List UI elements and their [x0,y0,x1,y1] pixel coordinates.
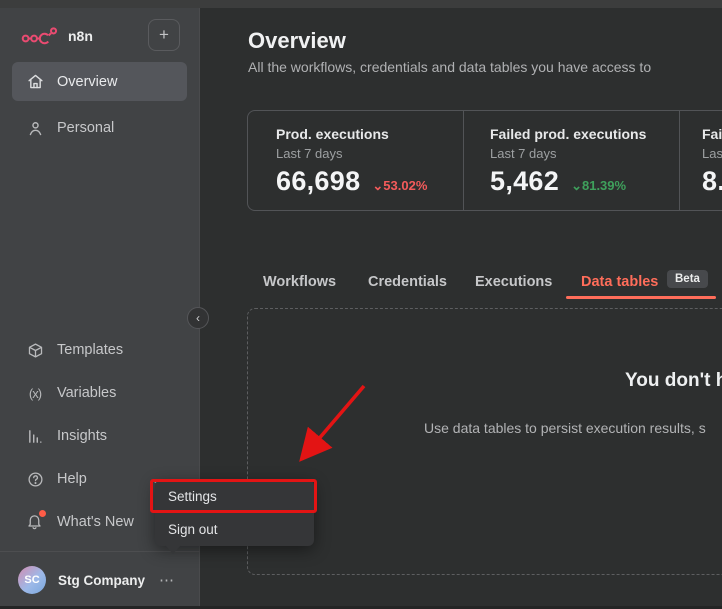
logo-text: n8n [68,28,93,44]
page-subtitle: All the workflows, credentials and data … [248,59,652,75]
stat-card-failed-executions: Failed prod. executions Last 7 days 5,46… [463,111,679,210]
bar-chart-icon [26,427,44,445]
tab-data-tables[interactable]: Data tables [581,274,659,290]
tab-workflows[interactable]: Workflows [263,274,337,290]
beta-badge: Beta [667,270,708,288]
stat-title: Fail [702,126,722,142]
chevron-down-icon: ⌄ [571,178,582,193]
sidebar-item-templates[interactable]: Templates [0,336,200,364]
sidebar-item-label: Personal [57,120,115,136]
avatar[interactable]: SC [18,566,46,594]
sidebar-item-personal[interactable]: Personal [0,114,200,142]
stat-delta-negative: ⌄53.02% [372,178,428,193]
stat-card-failure-rate: Fail Last 8. [679,111,722,210]
stat-period: Last 7 days [490,146,557,161]
sidebar-item-label: Overview [57,73,118,90]
variable-icon: (x) [28,385,42,401]
workspace-context-menu: Settings Sign out [155,480,314,554]
add-workflow-button[interactable]: + [148,19,180,51]
tab-credentials[interactable]: Credentials [368,274,447,290]
sidebar-item-label: Insights [57,428,107,444]
workspace-row: SC Stg Company ⋯ [0,560,200,600]
stat-card-prod-executions: Prod. executions Last 7 days 66,698 ⌄53.… [248,111,463,210]
stat-title: Prod. executions [276,126,389,142]
menu-caret [165,545,181,554]
empty-state-panel [247,308,722,575]
notification-dot [39,510,46,517]
sidebar: n8n + Overview Personal [0,8,200,606]
sidebar-item-overview[interactable]: Overview [12,62,187,101]
bell-icon [26,510,46,531]
logo-row: n8n [20,19,93,53]
stat-period: Last 7 days [276,146,343,161]
chevron-down-icon[interactable]: ⌄ [150,471,161,486]
sidebar-item-label: What's New [57,514,134,530]
stat-value: 66,698 [276,166,361,196]
active-tab-underline [566,296,716,299]
package-icon [26,341,44,359]
sidebar-item-label: Templates [57,342,124,358]
sidebar-item-insights[interactable]: Insights [0,422,200,450]
workspace-name: Stg Company [58,572,146,588]
sidebar-collapse-button[interactable]: ‹ [187,307,209,329]
sidebar-item-variables[interactable]: (x) Variables [0,379,200,407]
tab-executions[interactable]: Executions [475,274,553,290]
help-circle-icon [26,470,44,488]
stats-container: Prod. executions Last 7 days 66,698 ⌄53.… [247,110,722,211]
stat-delta-positive: ⌄81.39% [571,178,627,193]
sidebar-divider [0,551,200,552]
empty-state-description: Use data tables to persist execution res… [424,420,706,436]
menu-item-settings[interactable]: Settings [168,489,217,504]
page-title: Overview [248,28,346,53]
stat-title: Failed prod. executions [490,126,647,142]
sidebar-item-help[interactable]: Help ⌄ [0,465,200,493]
workspace-menu-button[interactable]: ⋯ [159,572,176,589]
n8n-logo-icon [20,25,60,47]
stat-value: 5,462 [490,166,560,196]
sidebar-item-label: Help [57,471,87,487]
main-content: Overview All the workflows, credentials … [200,8,722,606]
window-top-edge [0,0,722,8]
stat-value: 8. [702,166,722,196]
window-bottom-edge [0,606,722,609]
home-icon [26,73,44,91]
stat-period: Last [702,146,722,161]
chevron-down-icon: ⌄ [372,178,384,193]
sidebar-item-label: Variables [57,385,117,401]
menu-item-sign-out[interactable]: Sign out [168,522,218,537]
user-icon [26,119,44,137]
empty-state-title: You don't h [625,370,722,391]
sidebar-item-whats-new[interactable]: What's New [0,508,200,536]
